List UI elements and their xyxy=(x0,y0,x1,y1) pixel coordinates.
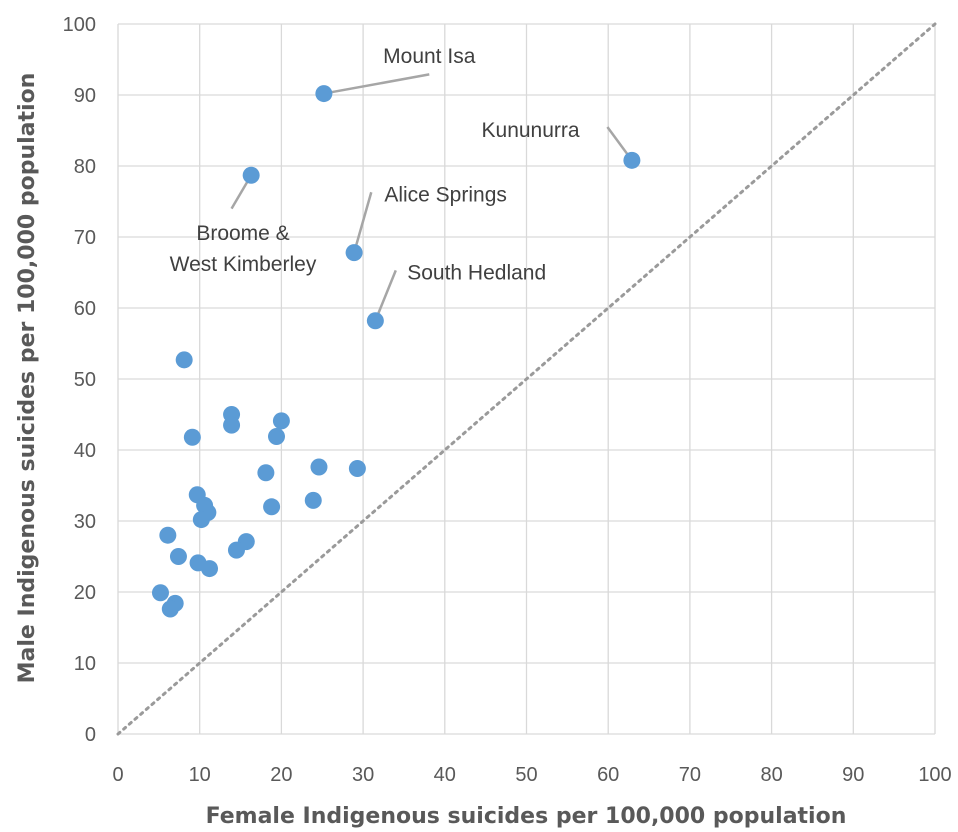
annotation-leader-0 xyxy=(324,74,429,93)
x-tick-label-0: 0 xyxy=(112,764,123,786)
data-point xyxy=(176,351,193,368)
x-tick-label-7: 70 xyxy=(679,764,701,786)
annotation-label-3: Alice Springs xyxy=(384,184,507,207)
x-tick-label-6: 60 xyxy=(597,764,619,786)
data-point xyxy=(257,464,274,481)
y-tick-label-4: 40 xyxy=(74,440,96,462)
annotation-label-1: Kununurra xyxy=(482,119,580,142)
x-tick-label-8: 80 xyxy=(760,764,782,786)
annotation-label-4: South Hedland xyxy=(407,262,546,285)
data-point xyxy=(223,417,240,434)
y-tick-label-9: 90 xyxy=(74,85,96,107)
data-point xyxy=(305,492,322,509)
data-point xyxy=(170,548,187,565)
data-point xyxy=(184,429,201,446)
x-tick-label-9: 90 xyxy=(842,764,864,786)
data-point xyxy=(228,542,245,559)
data-point xyxy=(162,601,179,618)
x-tick-label-1: 10 xyxy=(189,764,211,786)
data-point xyxy=(159,527,176,544)
data-point xyxy=(349,460,366,477)
data-point xyxy=(310,459,327,476)
data-point xyxy=(367,312,384,329)
data-point xyxy=(263,498,280,515)
x-tick-label-2: 20 xyxy=(270,764,292,786)
y-tick-label-0: 0 xyxy=(85,724,96,746)
data-point xyxy=(346,244,363,261)
data-point xyxy=(268,428,285,445)
y-tick-label-6: 60 xyxy=(74,298,96,320)
x-tick-label-10: 100 xyxy=(918,764,951,786)
data-point xyxy=(315,85,332,102)
x-axis-title: Female Indigenous suicides per 100,000 p… xyxy=(206,804,847,829)
y-tick-label-7: 70 xyxy=(74,227,96,249)
y-tick-label-8: 80 xyxy=(74,156,96,178)
data-point xyxy=(243,167,260,184)
data-points xyxy=(152,85,640,617)
x-tick-label-3: 30 xyxy=(352,764,374,786)
data-point xyxy=(201,560,218,577)
y-tick-label-2: 20 xyxy=(74,582,96,604)
data-point xyxy=(152,584,169,601)
y-tick-label-5: 50 xyxy=(74,369,96,391)
data-point xyxy=(623,152,640,169)
y-tick-label-10: 100 xyxy=(63,14,96,36)
data-point xyxy=(273,412,290,429)
y-tick-label-3: 30 xyxy=(74,511,96,533)
x-tick-label-5: 50 xyxy=(515,764,537,786)
annotation-labels: Mount Isa Kununurra Broome & West Kimberley… xyxy=(170,45,580,285)
annotation-label-2: Broome & West Kimberley xyxy=(170,222,317,276)
data-point xyxy=(193,511,210,528)
y-tick-label-1: 10 xyxy=(74,653,96,675)
x-tick-label-4: 40 xyxy=(434,764,456,786)
annotation-label-0: Mount Isa xyxy=(383,45,476,68)
y-axis-title: Male Indigenous suicides per 100,000 pop… xyxy=(15,73,40,684)
